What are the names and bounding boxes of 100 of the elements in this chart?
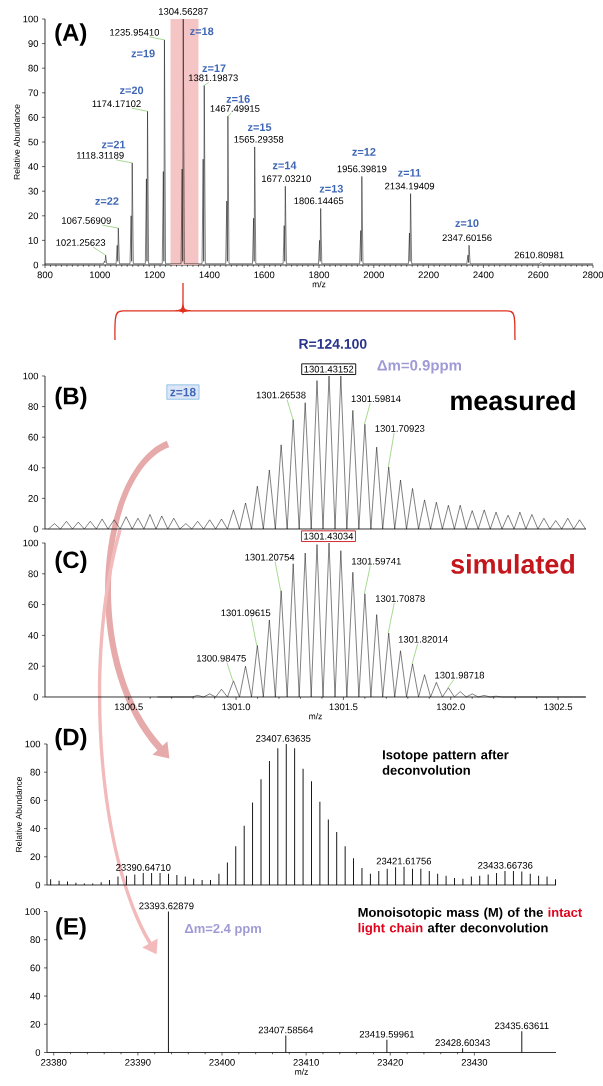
y-tick-label: 20: [30, 853, 41, 861]
annotation: 1301.43034: [304, 532, 354, 540]
annotation: 1301.98718: [435, 671, 485, 679]
x-tick-label: 2800: [582, 271, 603, 279]
y-tick-label: 0: [35, 881, 41, 889]
annotation: 23433.66736: [478, 861, 533, 869]
annotation: 1301.59814: [351, 395, 401, 402]
y-tick-label: 40: [30, 992, 41, 1000]
y-tick-label: 0: [35, 1049, 41, 1056]
y-tick-label: 100: [25, 740, 41, 748]
x-axis-title: m/z: [312, 281, 326, 288]
annotation: z=15: [247, 123, 272, 132]
annotation: z=13: [319, 184, 343, 193]
text: light chain: [358, 922, 423, 936]
annotation: 1304.56287: [158, 8, 208, 15]
y-tick-label: 80: [28, 64, 39, 72]
annotation: simulated: [451, 554, 574, 574]
x-axis-title: m/z: [309, 713, 322, 720]
annotation: z=17: [202, 64, 226, 72]
x-tick-label: 1200: [144, 271, 165, 279]
y-tick-label: 20: [30, 1020, 41, 1028]
annotation: 1565.29358: [234, 136, 284, 143]
annotation: 2610.80981: [514, 251, 564, 259]
y-tick-label: 100: [23, 372, 39, 380]
y-tick-label: 0: [33, 261, 39, 269]
annotation: z=10: [455, 219, 479, 228]
x-tick-label: 1800: [309, 271, 330, 279]
text: intact: [548, 907, 583, 917]
y-tick-label: 20: [28, 495, 39, 502]
x-tick-label: 23400: [209, 1059, 235, 1066]
annotation: 1301.20754: [245, 553, 295, 561]
annotation: z=16: [226, 95, 250, 103]
annotation: (A): [55, 23, 87, 46]
x-tick-label: 1301.0: [222, 703, 251, 711]
annotation: 2134.19409: [385, 182, 435, 190]
y-tick-label: 30: [28, 187, 39, 195]
annotation: measured: [451, 390, 575, 411]
annotation: 1118.31189: [76, 152, 124, 159]
annotation: 23407.58564: [258, 1026, 314, 1034]
annotation: 2347.60156: [442, 234, 492, 242]
annotation: Δm=2.4 ppm: [184, 923, 261, 936]
y-tick-label: 80: [28, 570, 39, 578]
x-tick-label: 2600: [528, 271, 549, 279]
annotation: 1067.56909: [62, 217, 111, 224]
annotation: 1174.17102: [92, 100, 141, 108]
annotation: z=21: [101, 140, 126, 149]
annotation: z=18: [190, 27, 214, 36]
annotation: after deconvolution: [427, 922, 548, 933]
y-tick-label: 20: [28, 212, 39, 220]
annotation: 23419.59961: [359, 1030, 415, 1038]
x-tick-label: 23410: [293, 1059, 319, 1066]
annotation: 1301.70878: [375, 595, 425, 602]
y-tick-label: 80: [30, 936, 41, 944]
x-tick-label: 23420: [377, 1059, 404, 1066]
y-axis-title: Relative Abundance: [15, 776, 22, 852]
x-tick-label: 1400: [199, 271, 220, 279]
x-tick-label: 1300.5: [114, 703, 143, 711]
x-tick-label: 1302.0: [437, 703, 465, 711]
y-tick-label: 10: [28, 237, 39, 244]
annotation: (E): [56, 917, 86, 940]
annotation: Monoisotopic mass (M) of the: [358, 907, 543, 920]
y-axis-title: Relative Abundance: [13, 104, 20, 180]
annotation: z=12: [352, 148, 376, 156]
y-tick-label: 40: [28, 464, 39, 472]
annotation: 1301.09615: [221, 609, 271, 617]
annotation: z=19: [131, 49, 155, 58]
y-tick-label: 70: [28, 89, 39, 97]
y-tick-label: 60: [28, 114, 39, 121]
x-tick-label: 1000: [89, 271, 110, 279]
y-tick-label: 50: [28, 138, 39, 146]
x-tick-label: 23390: [125, 1059, 151, 1066]
annotation: (B): [55, 386, 87, 410]
text: Δm=0.9ppm: [377, 360, 461, 374]
annotation: 1301.26538: [256, 391, 306, 399]
x-tick-label: 23430: [461, 1059, 488, 1066]
annotation: z=11: [398, 168, 421, 177]
y-tick-label: 80: [30, 768, 41, 776]
y-tick-label: 0: [33, 693, 39, 701]
x-tick-label: 800: [37, 271, 53, 279]
y-tick-label: 60: [30, 964, 41, 972]
annotation: 1301.82014: [398, 635, 448, 643]
x-tick-label: 1301.5: [329, 703, 358, 711]
x-axis-title: m/z: [295, 1068, 308, 1075]
annotation: z=20: [119, 86, 144, 95]
x-tick-label: 2000: [363, 271, 384, 279]
annotation: z=14: [272, 161, 297, 170]
y-tick-label: 40: [30, 825, 41, 832]
y-tick-label: 100: [23, 15, 39, 23]
y-tick-label: 60: [28, 601, 39, 608]
annotation: 23421.61756: [376, 857, 432, 865]
annotation: 23407.63635: [256, 735, 311, 742]
y-tick-label: 0: [33, 525, 39, 533]
x-tick-label: 1600: [254, 271, 275, 279]
annotation: 1301.43152: [304, 365, 354, 373]
annotation: (D): [55, 727, 87, 751]
y-tick-label: 100: [25, 908, 41, 915]
annotation: 1235.95410: [110, 29, 160, 36]
annotation: 23435.63611: [495, 1022, 549, 1030]
text: R=124.100: [299, 338, 367, 349]
annotation: 1956.39819: [337, 165, 387, 173]
